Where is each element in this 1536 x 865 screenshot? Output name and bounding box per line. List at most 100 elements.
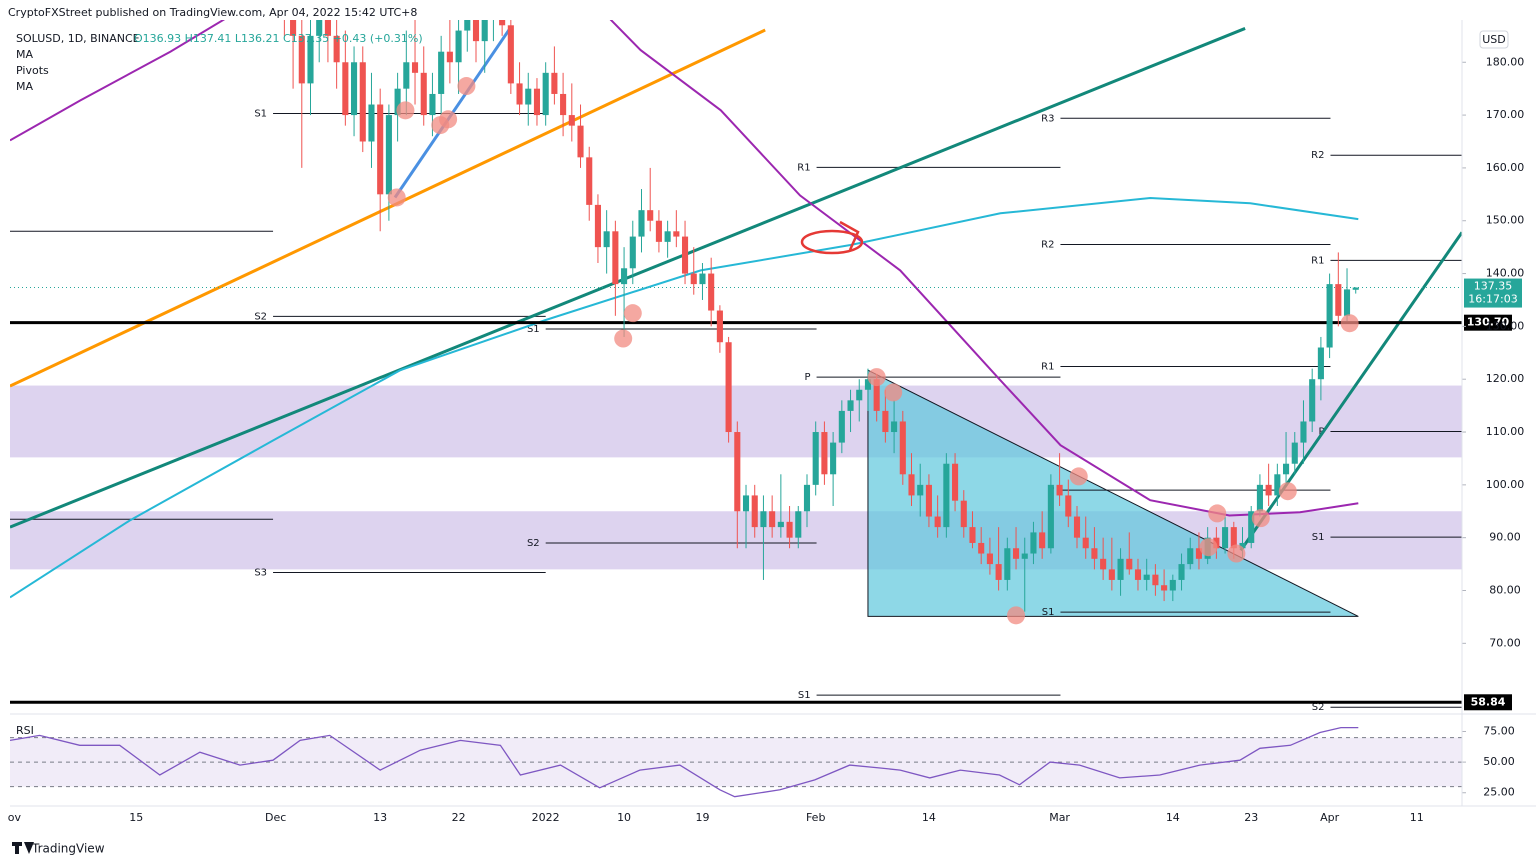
pivot-label: S1	[254, 108, 267, 119]
candle-body	[969, 527, 976, 543]
rsi-line	[10, 726, 1359, 798]
candle-body	[1161, 585, 1168, 591]
candle-body	[1178, 564, 1185, 580]
candle-body	[1056, 484, 1063, 496]
x-tick-label: 23	[1244, 811, 1258, 824]
candle-body	[1012, 548, 1020, 559]
pivot-label: R2	[1311, 150, 1324, 161]
publisher-header: CryptoFXStreet published on TradingView.…	[8, 6, 417, 19]
candle-body	[612, 231, 619, 285]
moving-average	[10, 196, 1359, 599]
candle-body	[324, 20, 331, 36]
candle-body	[1309, 379, 1316, 422]
candle-body	[298, 35, 305, 84]
candle-body	[952, 463, 959, 501]
x-tick-label: 2022	[532, 811, 560, 824]
candle-body	[1030, 532, 1037, 554]
pivot-label: P	[805, 372, 811, 383]
candle-body	[1291, 442, 1298, 464]
axes: 130.70 58.84 180.00 170.00 160.00 150.00 140.0…	[8, 55, 1525, 824]
candle-body	[446, 51, 453, 63]
candle-body	[1248, 511, 1255, 543]
candle-body	[655, 220, 662, 242]
rsi-label: RSI	[16, 724, 34, 737]
candle-body	[777, 521, 784, 528]
candle-body	[307, 35, 314, 84]
pivot-label: R1	[1311, 255, 1324, 266]
x-tick-label: 14	[922, 811, 936, 824]
candle-body	[368, 104, 375, 142]
y-tick-label: 140.00	[1486, 267, 1525, 280]
candle-body	[586, 157, 593, 205]
candle-body	[1047, 484, 1054, 549]
candle-body	[856, 389, 863, 401]
candle-body	[934, 516, 941, 528]
candle-body	[960, 500, 967, 528]
candle-body	[647, 210, 654, 221]
pivot-label: S2	[527, 538, 540, 549]
candle-body	[1274, 474, 1281, 496]
candle-body	[1100, 558, 1107, 570]
highlight-marker	[1208, 504, 1227, 523]
highlight-marker	[1199, 538, 1218, 557]
highlight-marker	[1251, 509, 1270, 528]
candle-body	[603, 231, 610, 248]
candle-body	[464, 20, 471, 31]
highlight-marker	[1340, 314, 1359, 333]
logo	[12, 842, 34, 854]
symbol: SOLUSD, 1D, BINANCE	[16, 32, 140, 45]
candle-body	[690, 273, 697, 285]
y-tick-label: 150.00	[1486, 214, 1525, 227]
candle-body	[812, 432, 819, 485]
candle-body	[891, 421, 898, 433]
candle-body	[429, 93, 436, 116]
highlight-marker	[387, 188, 406, 207]
candle-body	[699, 273, 706, 285]
x-tick-label: 13	[373, 811, 387, 824]
highlight-marker	[1069, 467, 1088, 486]
y-tick-label: 180.00	[1486, 55, 1525, 68]
key-level-tag	[1464, 314, 1512, 331]
y-tick-label: 100.00	[1486, 478, 1525, 491]
y-tick-label: 90.00	[1489, 531, 1521, 544]
candle-body	[1152, 574, 1159, 586]
candle-body	[1134, 569, 1142, 580]
y-tick-label: 120.00	[1486, 372, 1525, 385]
candle-body	[316, 20, 323, 36]
candle-body	[1222, 527, 1229, 549]
candle-body	[359, 62, 366, 142]
pivot-label: R1	[797, 162, 810, 173]
candle-body	[908, 474, 915, 496]
candle-body	[1335, 284, 1342, 316]
candle-body	[986, 553, 993, 565]
candle-body	[542, 72, 549, 116]
pivot-label: S1	[1312, 532, 1325, 543]
candle-body	[394, 88, 401, 116]
pivot-label: S1	[527, 324, 540, 335]
key-level-label: 130.70	[1467, 316, 1510, 329]
candle-body	[681, 236, 689, 274]
candle-body	[342, 62, 349, 116]
candle-body	[1021, 553, 1028, 559]
x-tick-label: Feb	[806, 811, 825, 824]
candle-body	[838, 410, 845, 443]
candle-body	[351, 62, 358, 116]
legend-ma: MA	[16, 48, 33, 61]
key-level-label: 58.84	[1471, 695, 1506, 708]
candle-body	[560, 93, 567, 116]
candle-body	[1082, 537, 1089, 549]
candle-body	[525, 88, 532, 105]
candle-body	[734, 432, 741, 512]
candle-body	[1265, 484, 1272, 496]
x-tick-label: Dec	[265, 811, 286, 824]
candle-body	[1326, 284, 1333, 348]
candle-body	[411, 62, 419, 73]
x-tick-label: Mar	[1049, 811, 1070, 824]
highlight-marker	[614, 329, 633, 348]
currency-box[interactable]	[1479, 30, 1509, 49]
candle-body	[1091, 548, 1098, 559]
last-price-label: 137.35	[1474, 280, 1513, 293]
candle-body	[925, 484, 932, 517]
x-tick-label: 14	[1166, 811, 1180, 824]
